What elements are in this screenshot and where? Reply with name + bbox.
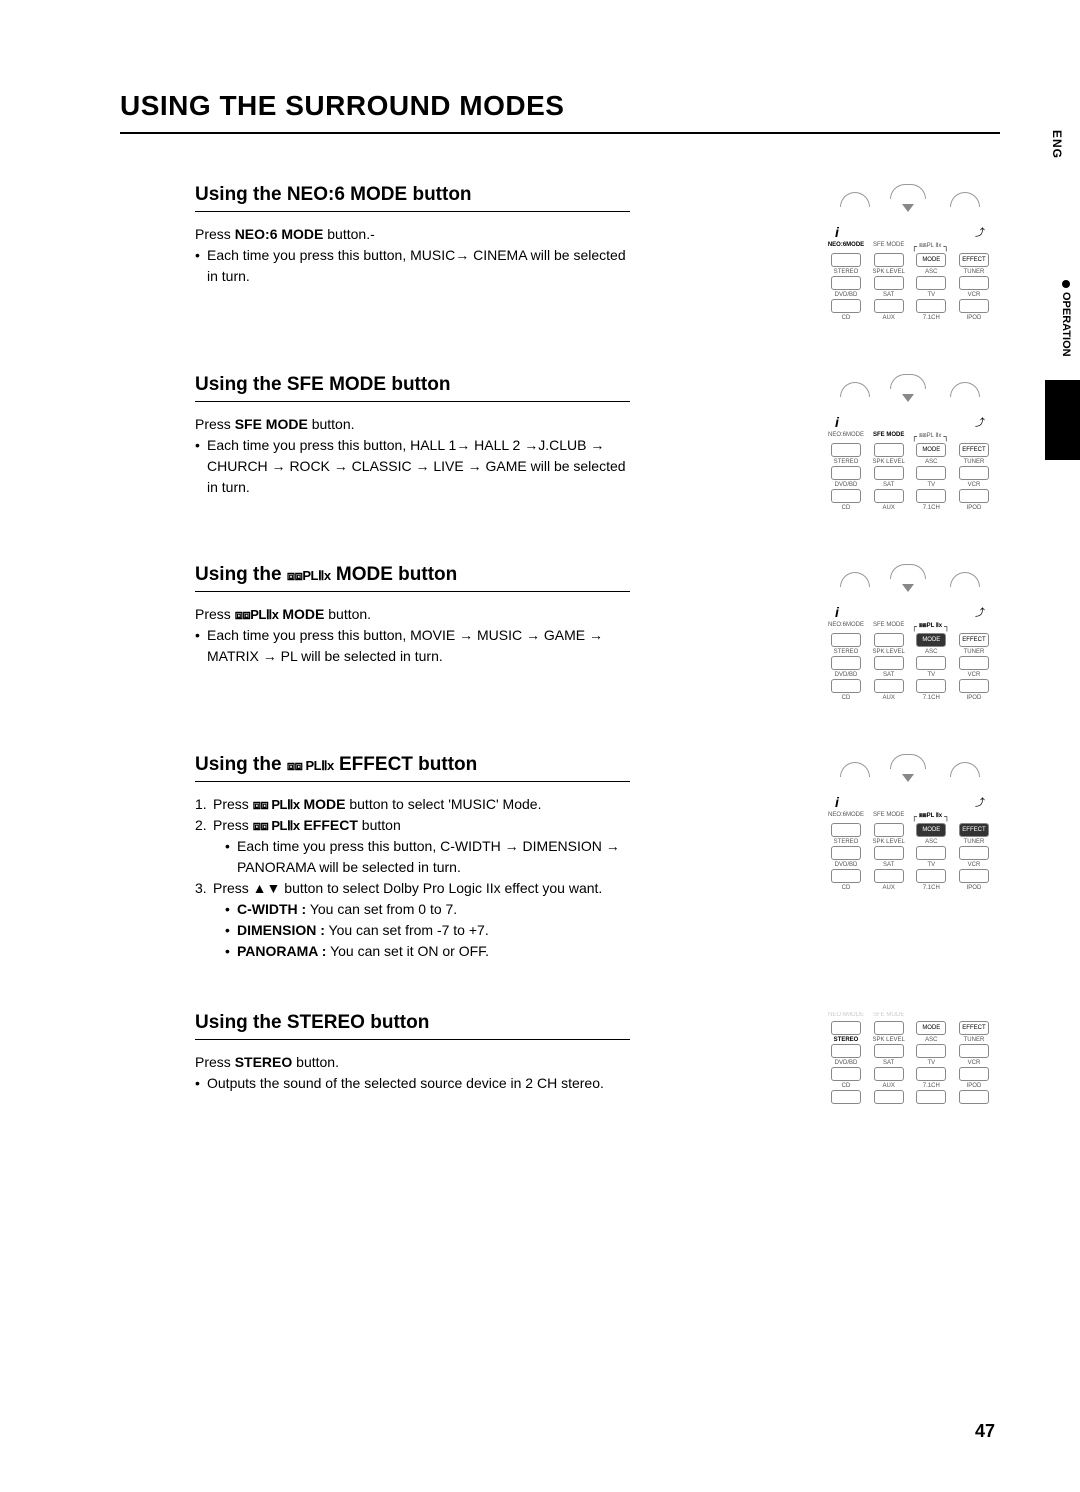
dolby-icon: ⧈⧈ PLⅡx [287,758,334,774]
pleffect-step2-bullet: Each time you press this button, C-WIDTH… [213,836,630,878]
plmode-bullet: Each time you press this button, MOVIE →… [195,625,630,667]
stereo-heading: Using the STEREO button [195,1012,630,1040]
plmode-press: Press ⧈⧈PLⅡx MODE button. [195,604,630,625]
sfe-heading: Using the SFE MODE button [195,374,630,402]
pleffect-step3: 3.Press ▲▼ button to select Dolby Pro Lo… [195,878,630,899]
pleffect-heading: Using the ⧈⧈ PLⅡx EFFECT button [195,754,630,782]
lang-tab: ENG [1050,130,1064,159]
section-tab: OPERATION [1060,280,1072,357]
neo6-remote-diagram: i⤴ NEO:6MODESFE MODE┌⧈⧈PL Ⅱx┐ MODEEFFECT… [820,184,1000,324]
dolby-icon: ⧈⧈PLⅡx [287,568,331,584]
neo6-heading: Using the NEO:6 MODE button [195,184,630,212]
stereo-remote-diagram: NEO:6MODESFE MODE MODEEFFECT STEREOSPK L… [820,1012,1000,1106]
pleffect-step1: 1.Press ⧈⧈ PLⅡx MODE button to select 'M… [195,794,630,815]
stereo-press: Press STEREO button. [195,1052,630,1073]
sfe-bullet: Each time you press this button, HALL 1→… [195,435,630,498]
plmode-remote-diagram: i⤴ NEO:6MODESFE MODE┌⧈⧈PL Ⅱx┐ MODEEFFECT… [820,564,1000,704]
neo6-press: Press NEO:6 MODE button.- [195,224,630,245]
pleffect-panorama: PANORAMA : You can set it ON or OFF. [213,941,630,962]
pleffect-cwidth: C-WIDTH : You can set from 0 to 7. [213,899,630,920]
pleffect-dimension: DIMENSION : You can set from -7 to +7. [213,920,630,941]
pleffect-step2: 2.Press ⧈⧈ PLⅡx EFFECT button [195,815,630,836]
side-marker [1045,380,1080,460]
neo6-bullet: Each time you press this button, MUSIC→ … [195,245,630,287]
sfe-press: Press SFE MODE button. [195,414,630,435]
stereo-bullet: Outputs the sound of the selected source… [195,1073,630,1094]
page-title: USING THE SURROUND MODES [120,90,1000,134]
plmode-heading: Using the ⧈⧈PLⅡx MODE button [195,564,630,592]
page-number: 47 [975,1421,995,1442]
pleffect-remote-diagram: i⤴ NEO:6MODESFE MODE┌⧈⧈PL Ⅱx┐ MODEEFFECT… [820,754,1000,962]
sfe-remote-diagram: i⤴ NEO:6MODESFE MODE┌⧈⧈PL Ⅱx┐ MODEEFFECT… [820,374,1000,514]
